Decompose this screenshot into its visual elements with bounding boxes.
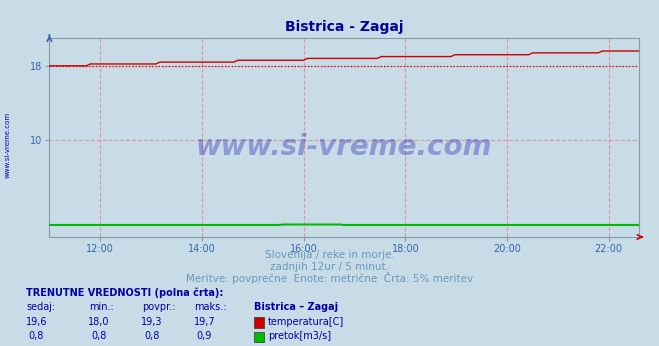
Text: Meritve: povprečne  Enote: metrične  Črta: 5% meritev: Meritve: povprečne Enote: metrične Črta:… — [186, 272, 473, 284]
Title: Bistrica - Zagaj: Bistrica - Zagaj — [285, 20, 403, 34]
Text: 0,8: 0,8 — [144, 331, 159, 342]
Text: 19,6: 19,6 — [26, 317, 47, 327]
Text: Bistrica – Zagaj: Bistrica – Zagaj — [254, 302, 338, 312]
Text: 18,0: 18,0 — [88, 317, 109, 327]
Text: temperatura[C]: temperatura[C] — [268, 317, 345, 327]
Text: sedaj:: sedaj: — [26, 302, 55, 312]
Text: 0,8: 0,8 — [91, 331, 107, 342]
Text: 19,7: 19,7 — [194, 317, 215, 327]
Text: zadnjih 12ur / 5 minut.: zadnjih 12ur / 5 minut. — [270, 262, 389, 272]
Text: www.si-vreme.com: www.si-vreme.com — [196, 134, 492, 162]
Text: pretok[m3/s]: pretok[m3/s] — [268, 331, 331, 342]
Text: 0,9: 0,9 — [196, 331, 212, 342]
Text: TRENUTNE VREDNOSTI (polna črta):: TRENUTNE VREDNOSTI (polna črta): — [26, 287, 224, 298]
Text: maks.:: maks.: — [194, 302, 227, 312]
Text: 0,8: 0,8 — [28, 331, 44, 342]
Text: Slovenija / reke in morje.: Slovenija / reke in morje. — [264, 250, 395, 260]
Text: www.si-vreme.com: www.si-vreme.com — [5, 112, 11, 179]
Text: min.:: min.: — [89, 302, 114, 312]
Text: povpr.:: povpr.: — [142, 302, 175, 312]
Text: 19,3: 19,3 — [141, 317, 162, 327]
